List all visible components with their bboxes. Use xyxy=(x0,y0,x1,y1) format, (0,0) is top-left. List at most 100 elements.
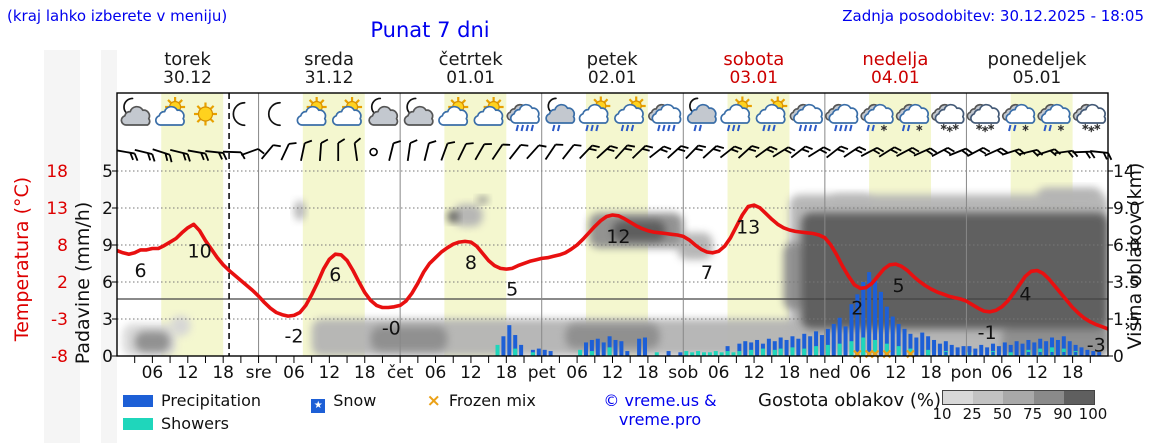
x-axis-label: 06 xyxy=(283,363,305,383)
precip-bar xyxy=(737,343,742,356)
wind-barb-icon xyxy=(984,147,1009,157)
precip-bar xyxy=(501,336,506,356)
weather-icon-moon xyxy=(232,101,246,127)
x-axis-label: sob xyxy=(668,363,698,383)
copyright-link[interactable]: © vreme.us & vreme.pro xyxy=(603,391,717,429)
x-axis-label: 12 xyxy=(177,363,199,383)
wind-barb-icon xyxy=(807,146,831,158)
shower-bar xyxy=(578,349,583,356)
wind-barb-icon xyxy=(134,148,156,162)
shower-bar xyxy=(737,351,742,356)
wind-barb-icon xyxy=(790,145,813,159)
weather-icon-sun-cloud xyxy=(296,97,327,126)
precip-bar xyxy=(584,342,589,356)
showers-label: Showers xyxy=(161,414,229,433)
menu-hint: (kraj lahko izberete v meniju) xyxy=(7,7,228,25)
snow-marker xyxy=(1015,352,1019,355)
temperature-tick-label: -8 xyxy=(51,347,68,367)
wind-barb-icon xyxy=(948,147,973,157)
x-axis-label: sre xyxy=(246,363,272,383)
wind-barb-icon xyxy=(562,144,582,160)
precip-bar xyxy=(920,332,925,356)
day-header-ponedeljek[interactable]: ponedeljek 05.01 xyxy=(966,50,1108,88)
day-header-četrtek[interactable]: četrtek 01.01 xyxy=(400,50,542,88)
precip-bar xyxy=(996,346,1001,356)
x-axis-label: 06 xyxy=(708,363,730,383)
precipitation-tick-label: 0 xyxy=(102,347,113,367)
precip-bar xyxy=(908,333,913,356)
precip-bar xyxy=(790,336,795,356)
cloud-region xyxy=(453,204,483,227)
cloud-height-tick-label: 3.5 xyxy=(1113,273,1140,293)
precip-bar xyxy=(937,343,942,356)
precip-bar xyxy=(1091,351,1096,356)
weather-icon-sun-cloud-rain xyxy=(578,96,611,132)
shower-bar xyxy=(926,349,931,356)
weather-icon-sun-cloud xyxy=(154,97,186,126)
legend-row-1: Precipitation ★ Snow × Frozen mix xyxy=(123,391,536,413)
x-axis-label: 06 xyxy=(425,363,447,383)
weather-icon-cloud-rain xyxy=(789,103,824,132)
shower-bar xyxy=(749,349,754,356)
temperature-value-label: -3 xyxy=(1087,335,1106,357)
x-axis-label: 12 xyxy=(885,363,907,383)
shower-bar xyxy=(814,346,819,356)
weather-icon-moon-cloud xyxy=(403,97,434,126)
cloud-height-tick-label: 14 xyxy=(1113,162,1135,182)
wind-barb-icon xyxy=(1072,150,1096,159)
precip-bar xyxy=(967,346,972,356)
wind-barb-icon xyxy=(685,144,707,160)
day-header-sobota[interactable]: sobota 03.01 xyxy=(683,50,825,88)
day-date: 01.01 xyxy=(446,68,495,88)
weather-icon-sun-cloud-rain xyxy=(720,96,752,132)
calm-wind-icon xyxy=(369,147,378,157)
wind-barb-icon xyxy=(755,145,778,159)
precip-bar xyxy=(1020,343,1025,356)
shower-bar xyxy=(873,339,878,356)
shower-bar xyxy=(684,351,689,356)
cloud-height-tick-label: 9.0 xyxy=(1113,199,1140,219)
shower-bar xyxy=(713,351,718,356)
weather-icon-moon-cloud xyxy=(368,97,399,126)
colorbar-label: 90 xyxy=(1053,405,1073,423)
day-name: sobota xyxy=(723,49,785,70)
snow-marker xyxy=(1097,352,1101,355)
precip-bar xyxy=(1055,339,1060,356)
precip-bar xyxy=(607,336,612,356)
x-axis-label: 06 xyxy=(849,363,871,383)
x-axis-label: 18 xyxy=(212,363,234,383)
day-header-sreda[interactable]: sreda 31.12 xyxy=(258,50,400,88)
x-axis-label: 12 xyxy=(602,363,624,383)
weather-icon-cloud-sleet xyxy=(895,103,930,132)
day-header-torek[interactable]: torek 30.12 xyxy=(117,50,259,88)
shower-bar xyxy=(719,352,724,356)
x-axis: 06 12 18 sre 06 12 18 čet 06 12 18 pet 06 12 18 sob 06 12… xyxy=(134,356,1091,383)
precip-bar xyxy=(625,351,630,356)
frozen-mix-label: Frozen mix xyxy=(448,391,536,410)
day-header-petek[interactable]: petek 02.01 xyxy=(541,50,683,88)
day-header-nedelja[interactable]: nedelja 04.01 xyxy=(824,50,966,88)
weather-icon-moon-cloud-rain xyxy=(686,97,717,132)
precip-bar xyxy=(1014,341,1019,356)
colorbar-label: 50 xyxy=(992,405,1012,423)
wind-barb-icon xyxy=(579,144,600,160)
shower-bar xyxy=(607,347,612,356)
x-axis-label: 18 xyxy=(496,363,518,383)
page-title: Punat 7 dni xyxy=(370,18,490,42)
shower-bar xyxy=(701,352,706,356)
x-axis-label: pet xyxy=(528,363,556,383)
shower-bar xyxy=(707,352,712,356)
wind-barb-icon xyxy=(205,150,228,161)
temperature-tick-label: 2 xyxy=(57,273,68,293)
precip-bar xyxy=(548,351,553,356)
wind-barb-icon xyxy=(187,149,210,161)
precip-bar xyxy=(601,342,606,356)
wind-barb-icon xyxy=(491,143,511,160)
precip-bar xyxy=(1050,337,1055,356)
precip-bar xyxy=(1032,342,1037,356)
temperature-value-label: 2 xyxy=(851,298,863,320)
cloud-density-colorbar xyxy=(942,390,1095,405)
weather-icon-sun-cloud xyxy=(331,97,363,126)
precip-bar xyxy=(678,352,683,356)
left-gutter-band xyxy=(44,50,80,443)
